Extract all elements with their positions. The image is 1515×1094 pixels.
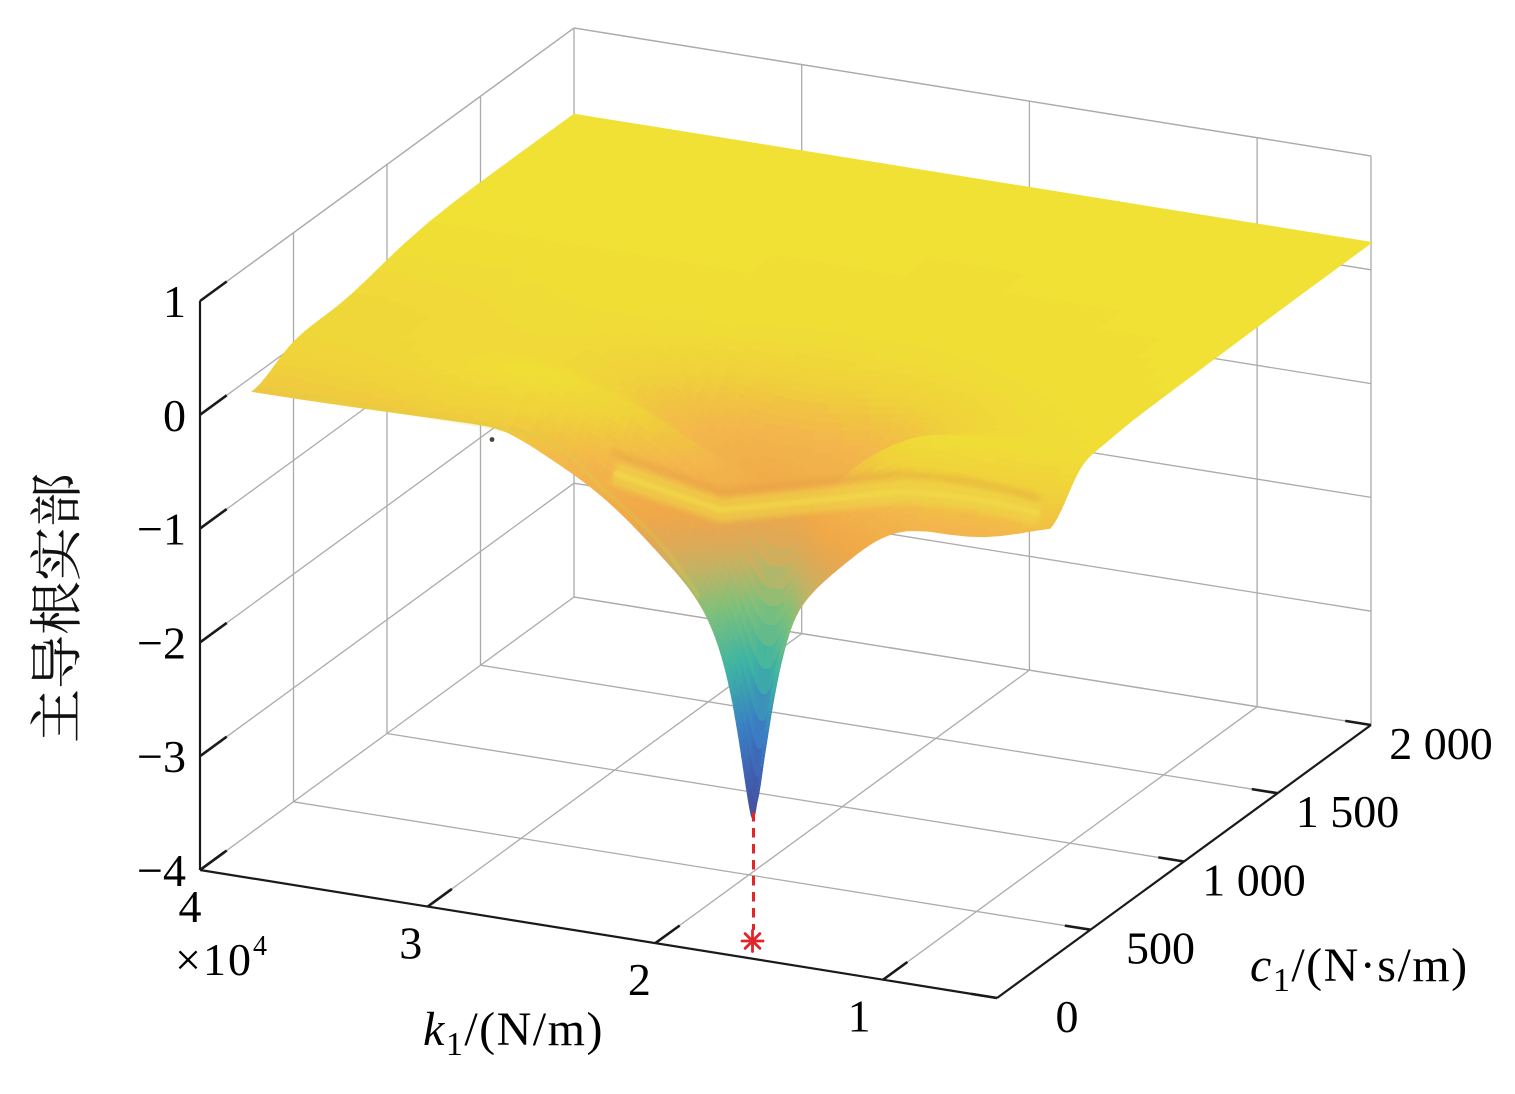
svg-text:1: 1	[163, 276, 186, 327]
svg-text:0: 0	[163, 390, 186, 441]
svg-text:c1/(N·s/m): c1/(N·s/m)	[1250, 939, 1469, 999]
svg-text:1 000: 1 000	[1202, 855, 1306, 906]
svg-text:k1/(N/m): k1/(N/m)	[423, 1003, 604, 1063]
svg-text:−4: −4	[137, 845, 186, 896]
svg-text:−2: −2	[137, 617, 186, 668]
svg-text:4: 4	[179, 881, 202, 932]
svg-text:2: 2	[628, 954, 651, 1005]
svg-text:1: 1	[848, 991, 871, 1042]
svg-text:2 000: 2 000	[1389, 718, 1493, 769]
svg-text:×104: ×104	[175, 931, 269, 985]
svg-text:3: 3	[399, 918, 422, 969]
svg-text:−3: −3	[137, 731, 186, 782]
svg-text:500: 500	[1126, 923, 1195, 974]
svg-text:−1: −1	[137, 504, 186, 555]
svg-text:0: 0	[1056, 991, 1079, 1042]
svg-text:1 500: 1 500	[1296, 786, 1400, 837]
